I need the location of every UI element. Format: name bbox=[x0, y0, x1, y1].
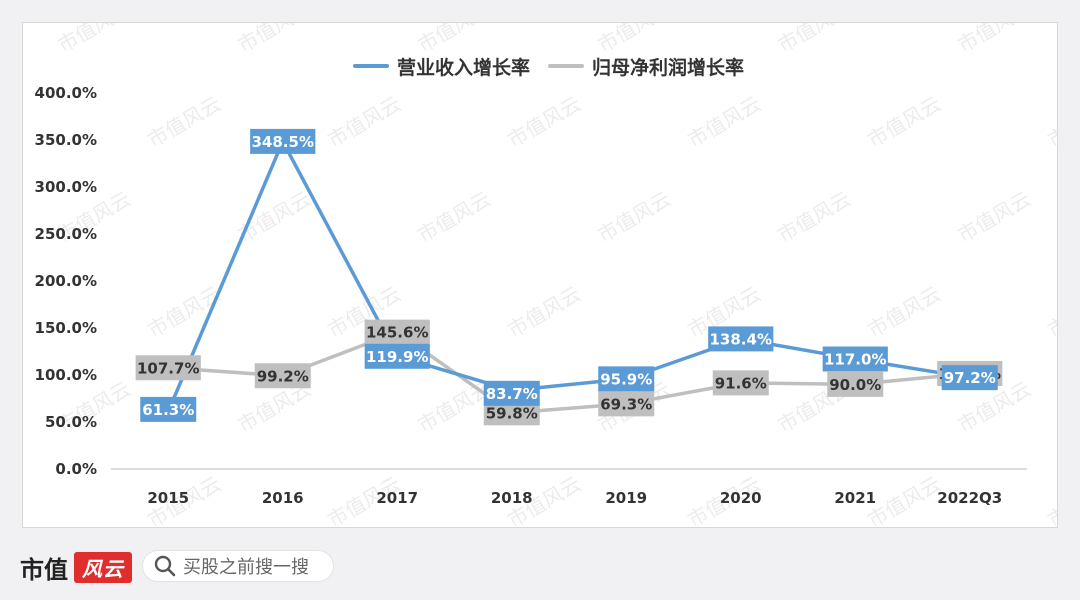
watermark-text: 市值风云 bbox=[414, 187, 495, 248]
watermark-text: 市值风云 bbox=[954, 23, 1035, 57]
watermark-text: 市值风云 bbox=[1044, 92, 1058, 153]
data-label-box-profit bbox=[598, 391, 655, 417]
data-label-box-revenue bbox=[364, 343, 430, 369]
watermark-text: 市值风云 bbox=[144, 92, 225, 153]
watermark-text: 市值风云 bbox=[1044, 472, 1058, 527]
y-tick-label: 50.0% bbox=[45, 413, 97, 431]
x-tick-label: 2016 bbox=[262, 489, 304, 507]
data-label-revenue: 348.5% bbox=[252, 133, 314, 151]
data-label-revenue: 61.3% bbox=[142, 401, 194, 419]
legend-swatch-revenue bbox=[353, 64, 389, 68]
data-label-profit: 145.6% bbox=[366, 324, 428, 342]
watermark-text: 市值风云 bbox=[774, 187, 855, 248]
data-label-box-profit bbox=[364, 319, 430, 345]
data-label-profit: 59.8% bbox=[486, 404, 538, 422]
data-label-box-revenue bbox=[140, 396, 197, 422]
data-label-revenue: 83.7% bbox=[486, 385, 538, 403]
y-tick-label: 200.0% bbox=[35, 272, 97, 290]
data-label-box-revenue bbox=[708, 326, 774, 352]
x-tick-label: 2017 bbox=[376, 489, 418, 507]
y-tick-label: 350.0% bbox=[35, 131, 97, 149]
watermark-text: 市值风云 bbox=[324, 92, 405, 153]
x-tick-label: 2022Q3 bbox=[937, 489, 1002, 507]
y-tick-label: 0.0% bbox=[55, 460, 97, 478]
watermark-text: 市值风云 bbox=[594, 187, 675, 248]
watermark-text: 市值风云 bbox=[144, 282, 225, 343]
data-label-revenue: 119.9% bbox=[366, 348, 428, 366]
data-label-profit: 107.7% bbox=[137, 359, 199, 377]
data-label-profit: 99.2% bbox=[257, 367, 309, 385]
chart-card: 市值风云 市值风云 市值风云 市值风云 市值风云 市值风云 市值风云 市值风云 市值风云 市值风云… bbox=[22, 22, 1058, 528]
data-label-revenue: 97.2% bbox=[944, 369, 996, 387]
data-label-profit: 91.6% bbox=[715, 374, 767, 392]
watermark-text: 市值风云 bbox=[954, 187, 1035, 248]
data-label-box-profit bbox=[135, 355, 201, 381]
watermark-text: 市值风云 bbox=[864, 92, 945, 153]
x-tick-label: 2018 bbox=[491, 489, 533, 507]
watermark-text: 市值风云 bbox=[864, 282, 945, 343]
watermark-text: 市值风云 bbox=[234, 23, 315, 57]
y-tick-label: 250.0% bbox=[35, 225, 97, 243]
search-icon bbox=[154, 555, 176, 577]
brand-logo: 风云 bbox=[74, 552, 132, 583]
data-label-box-revenue bbox=[941, 365, 998, 391]
watermark-text: 市值风云 bbox=[504, 282, 585, 343]
watermark-text: 市值风云 bbox=[504, 92, 585, 153]
data-label-profit: 69.3% bbox=[600, 395, 652, 413]
footer: 市值 风云 买股之前搜一搜 bbox=[0, 530, 1080, 600]
watermark-text: 市值风云 bbox=[54, 23, 135, 57]
x-tick-label: 2015 bbox=[147, 489, 189, 507]
legend-item-profit: 归母净利润增长率 bbox=[548, 53, 744, 80]
data-label-revenue: 138.4% bbox=[710, 330, 772, 348]
data-label-box-revenue bbox=[822, 346, 888, 372]
search-placeholder: 买股之前搜一搜 bbox=[183, 557, 309, 578]
data-label-profit: 90.0% bbox=[829, 376, 881, 394]
legend-swatch-profit bbox=[548, 64, 585, 68]
data-label-box-profit bbox=[712, 370, 769, 396]
watermark-text: 市值风云 bbox=[414, 377, 495, 438]
y-tick-label: 100.0% bbox=[35, 366, 97, 384]
data-label-box-revenue bbox=[250, 128, 316, 154]
brand-text: 市值 bbox=[20, 556, 68, 584]
legend: 营业收入增长率 归母净利润增长率 bbox=[353, 53, 744, 79]
x-tick-label: 2020 bbox=[720, 489, 762, 507]
data-label-revenue: 95.9% bbox=[600, 370, 652, 388]
watermark-text: 市值风云 bbox=[234, 187, 315, 248]
data-label-box-revenue bbox=[598, 366, 655, 392]
data-label-box-profit bbox=[254, 363, 311, 389]
x-tick-label: 2021 bbox=[834, 489, 876, 507]
y-tick-label: 400.0% bbox=[35, 84, 97, 102]
x-tick-label: 2019 bbox=[605, 489, 647, 507]
watermark-text: 市值风云 bbox=[684, 92, 765, 153]
y-tick-label: 300.0% bbox=[35, 178, 97, 196]
y-tick-label: 150.0% bbox=[35, 319, 97, 337]
watermark-text: 市值风云 bbox=[774, 23, 855, 57]
data-label-box-revenue bbox=[483, 380, 540, 406]
data-label-box-profit bbox=[827, 371, 884, 397]
legend-label-profit: 归母净利润增长率 bbox=[592, 56, 745, 79]
data-label-revenue: 117.0% bbox=[824, 351, 886, 369]
legend-item-revenue: 营业收入增长率 bbox=[353, 53, 530, 80]
brand: 市值 风云 bbox=[20, 550, 132, 585]
search-bar[interactable]: 买股之前搜一搜 bbox=[142, 550, 334, 582]
legend-label-revenue: 营业收入增长率 bbox=[397, 56, 531, 79]
watermark-text: 市值风云 bbox=[1044, 282, 1058, 343]
